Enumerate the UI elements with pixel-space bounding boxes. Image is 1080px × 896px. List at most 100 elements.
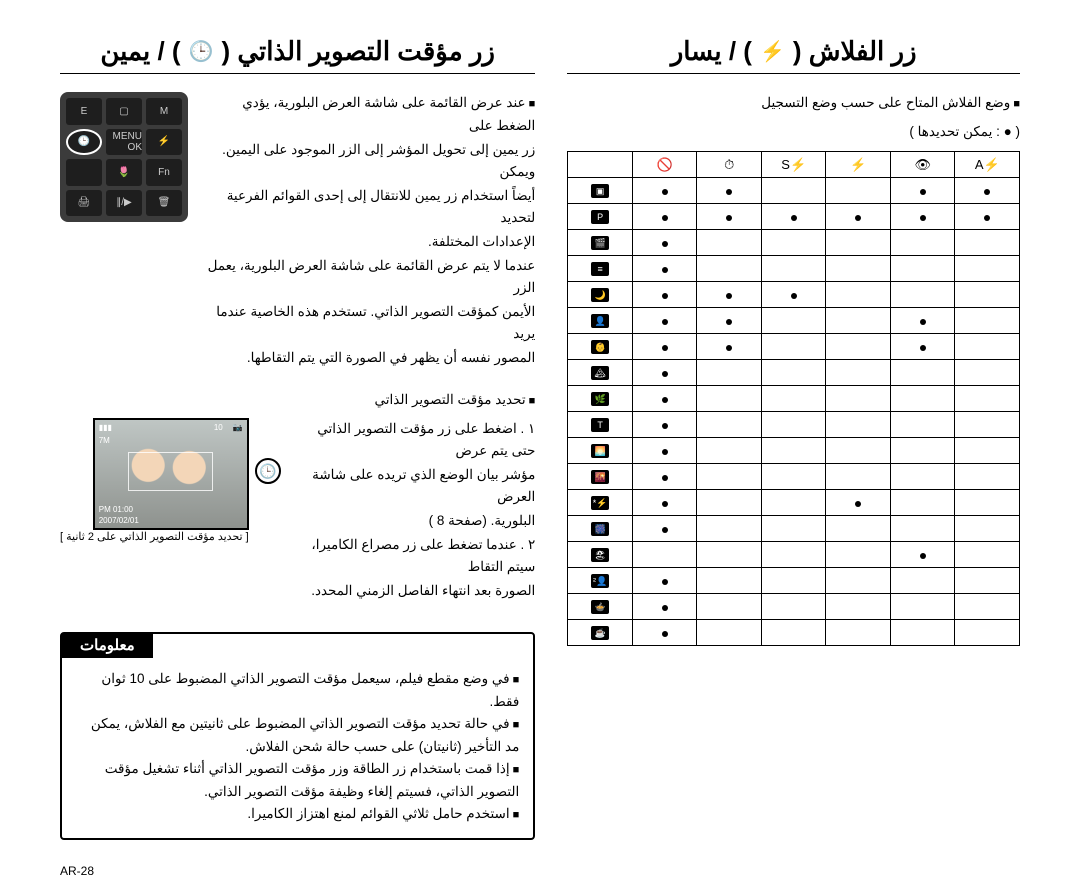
flash-cell [890, 464, 955, 490]
flash-heading: زر الفلاش ( ⚡ ) / يسار [567, 36, 1020, 74]
flash-table-row: 🎆 [568, 516, 1020, 542]
flash-cell [955, 308, 1020, 334]
flash-cell [761, 490, 826, 516]
flash-mode-cell: 🌿 [568, 386, 633, 412]
flash-cell [697, 620, 762, 646]
flash-mode-cell: 👤 [568, 308, 633, 334]
flash-legend: ( ● : يمكن تحديدها ) [567, 121, 1020, 143]
timer-sub-heading-wrap: تحديد مؤقت التصوير الذاتي [60, 389, 535, 414]
flash-cell [890, 256, 955, 282]
flash-table-row: 🏔 [568, 360, 1020, 386]
flash-cell [632, 516, 697, 542]
info-item: في حالة تحديد مؤقت التصوير الذاتي المضبو… [76, 713, 519, 758]
flash-cell [761, 620, 826, 646]
lcd-battery-icon: ▮▮▮ [99, 423, 112, 432]
flash-cell [632, 204, 697, 230]
panel-button: 🕒 [66, 129, 102, 156]
flash-cell [632, 256, 697, 282]
timer-badge-icon: 🕒 [255, 458, 281, 484]
lcd-mode-icon: 📷 [233, 423, 243, 432]
panel-button: ▶/∥ [106, 190, 142, 217]
flash-cell [955, 516, 1020, 542]
lcd-size: 7M [99, 436, 110, 445]
flash-cell [955, 178, 1020, 204]
flash-col-header: ⏱ [697, 152, 762, 178]
flash-cell [890, 282, 955, 308]
flash-cell [632, 542, 697, 568]
lcd-preview: 📷 10 ▮▮▮ 7M 01:00 PM 2007/02/01 [93, 418, 249, 530]
flash-cell [761, 542, 826, 568]
flash-mode-cell: 🎆 [568, 516, 633, 542]
timer-step-line: ١ . اضغط على زر مؤقت التصوير الذاتي حتى … [299, 418, 536, 462]
camera-buttons-illustration: M▢E⚡MENU OK🕒Fn🌷🗑▶/∥🖨 [60, 92, 188, 222]
flash-cell [826, 464, 891, 490]
flash-cell [955, 204, 1020, 230]
flash-cell [761, 568, 826, 594]
flash-cell [890, 542, 955, 568]
timer-para-line: عند عرض القائمة على شاشة العرض البلورية،… [206, 92, 535, 137]
flash-cell [761, 204, 826, 230]
flash-mode-cell: P [568, 204, 633, 230]
info-item: استخدم حامل ثلاثي القوائم لمنع اهتزاز ال… [76, 803, 519, 826]
flash-cell [632, 282, 697, 308]
flash-cell [697, 568, 762, 594]
flash-mode-cell: ▣ [568, 178, 633, 204]
flash-cell [955, 542, 1020, 568]
flash-cell [826, 308, 891, 334]
flash-cell [890, 490, 955, 516]
timer-icon: 🕒 [189, 39, 214, 64]
flash-cell [826, 386, 891, 412]
flash-cell [632, 490, 697, 516]
flash-mode-cell: ☕ [568, 620, 633, 646]
flash-cell [761, 178, 826, 204]
flash-cell [697, 386, 762, 412]
timer-step-line: الصورة بعد انتهاء الفاصل الزمني المحدد. [299, 580, 536, 602]
timer-heading-pre: زر مؤقت التصوير الذاتي ( [222, 36, 495, 67]
lcd-caption: [ تحديد مؤقت التصوير الذاتي على 2 ثانية … [60, 530, 249, 543]
flash-cell [890, 308, 955, 334]
timer-paragraph: عند عرض القائمة على شاشة العرض البلورية،… [206, 92, 535, 371]
timer-para-line: الأيمن كمؤقت التصوير الذاتي. تستخدم هذه … [206, 301, 535, 345]
panel-button: ▢ [106, 98, 142, 125]
flash-cell [761, 256, 826, 282]
flash-cell [890, 204, 955, 230]
panel-button: 🌷 [106, 159, 142, 186]
flash-table: ⚡A👁⚡⚡S⏱🚫 ▣P🎬≡🌙👤👶🏔🌿T🌅🌇⚡*🎆🏖👤²🍲☕ [567, 151, 1020, 646]
flash-table-row: 🌿 [568, 386, 1020, 412]
panel-button: M [146, 98, 182, 125]
flash-cell [826, 282, 891, 308]
flash-icon: ⚡ [760, 39, 785, 64]
panel-button: Fn [146, 159, 182, 186]
flash-cell [761, 334, 826, 360]
flash-cell [955, 282, 1020, 308]
timer-heading-post: ) / يمين [100, 36, 180, 67]
lcd-count: 10 [214, 423, 223, 432]
flash-cell [890, 568, 955, 594]
flash-cell [955, 334, 1020, 360]
flash-mode-cell: 🎬 [568, 230, 633, 256]
flash-cell [697, 256, 762, 282]
flash-cell [761, 282, 826, 308]
flash-col-header: ⚡ [826, 152, 891, 178]
flash-cell [955, 620, 1020, 646]
flash-cell [697, 490, 762, 516]
flash-cell [761, 412, 826, 438]
flash-cell [632, 360, 697, 386]
timer-sub-heading: تحديد مؤقت التصوير الذاتي [60, 389, 535, 412]
flash-cell [826, 230, 891, 256]
flash-mode-cell: 🏖 [568, 542, 633, 568]
flash-mode-cell: 👶 [568, 334, 633, 360]
timer-para-line: عندما لا يتم عرض القائمة على شاشة العرض … [206, 255, 535, 299]
panel-button [66, 159, 102, 186]
flash-cell [955, 230, 1020, 256]
info-item: إذا قمت باستخدام زر الطاقة وزر مؤقت التص… [76, 758, 519, 803]
flash-table-header-row: ⚡A👁⚡⚡S⏱🚫 [568, 152, 1020, 178]
flash-cell [826, 438, 891, 464]
flash-cell [890, 230, 955, 256]
flash-cell [826, 178, 891, 204]
timer-para-line: أيضاً استخدام زر يمين للانتقال إلى إحدى … [206, 185, 535, 229]
flash-cell [955, 412, 1020, 438]
flash-cell [632, 178, 697, 204]
flash-mode-cell: 🌇 [568, 464, 633, 490]
flash-cell [955, 464, 1020, 490]
